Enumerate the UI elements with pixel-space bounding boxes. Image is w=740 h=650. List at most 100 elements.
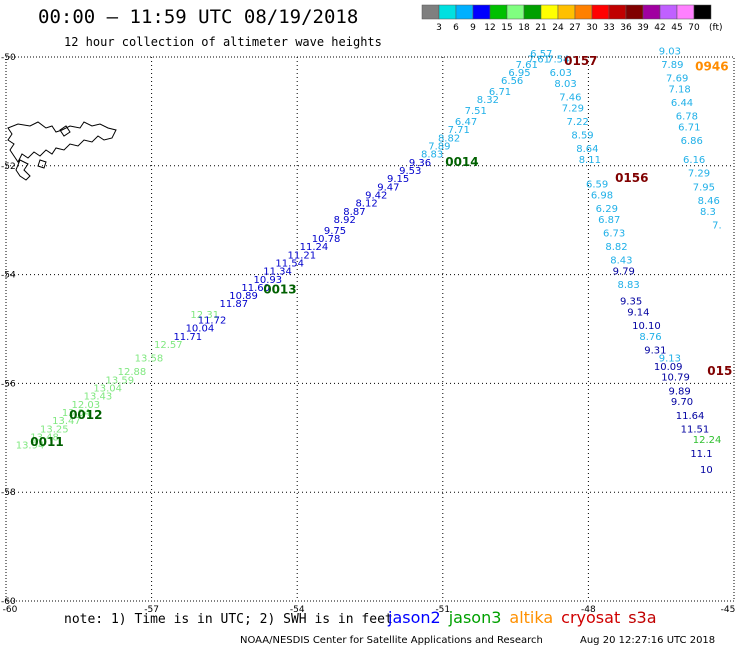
color-scale-label: 30	[586, 23, 598, 33]
swh-value-label: 13.94	[16, 441, 45, 452]
swh-value-label: 11.87	[220, 299, 249, 310]
graticule	[5, 56, 735, 602]
map-frame	[5, 56, 735, 602]
swh-value-label: 13.43	[84, 392, 113, 403]
swh-value-label: 8.83	[421, 150, 443, 161]
pass-time-label: 0946	[695, 60, 728, 74]
swh-value-label: 7.29	[688, 169, 710, 180]
swh-value-label: 9.15	[387, 174, 409, 185]
satellite-jason2: jason2	[388, 608, 441, 627]
longitude-label: -54	[290, 605, 305, 615]
swh-value-label: 7.51	[465, 106, 487, 117]
swh-value-label: 8.32	[477, 95, 499, 106]
swh-value-label: 9.79	[613, 267, 635, 278]
pass-time-label: 0014	[445, 155, 478, 169]
latitude-label: -58	[1, 488, 16, 498]
color-swatch	[591, 4, 610, 20]
axis-labels: -50 -52 -54 -56 -58 -60-60 -57 -54 -51 -48 -45	[1, 53, 735, 615]
swh-value-label: 10.10	[632, 321, 661, 332]
color-scale-label: 6	[453, 23, 459, 33]
latitude-label: -50	[1, 53, 16, 63]
swh-value-label: 11.64	[676, 411, 705, 422]
color-swatch	[642, 4, 661, 20]
color-swatch	[438, 4, 457, 20]
swh-value-label: 8.92	[334, 215, 356, 226]
satellite-cryosat: cryosat	[561, 608, 621, 627]
pass-time-label: 0012	[69, 408, 102, 422]
swh-value-label: 6.87	[598, 215, 620, 226]
color-swatch	[676, 4, 695, 20]
swh-value-label: 6.95	[508, 68, 530, 79]
swh-value-label: 8.64	[576, 144, 598, 155]
footnote: note: 1) Time is in UTC; 2) SWH is in fe…	[64, 612, 393, 627]
swh-value-label: 13.25	[40, 424, 69, 435]
color-scale-label: 33	[603, 23, 614, 33]
swh-value-label: 12.57	[154, 340, 183, 351]
swh-value-label: 7.	[712, 220, 722, 231]
swh-value-label: 9.47	[377, 182, 399, 193]
color-scale-label: 9	[470, 23, 476, 33]
color-swatch	[506, 4, 525, 20]
swh-value-label: 6.59	[586, 180, 608, 191]
swh-value-label: 9.14	[627, 307, 649, 318]
swh-value-label: 10.79	[661, 373, 690, 384]
pass-time-label: 0157	[564, 54, 597, 68]
swh-value-label: 6.73	[603, 229, 625, 240]
swh-value-label: 9.75	[324, 226, 346, 237]
swh-value-label: 9.89	[668, 386, 690, 397]
swh-value-label: 6.16	[683, 155, 705, 166]
color-swatch	[489, 4, 508, 20]
swh-value-label: 6.56	[501, 76, 523, 87]
color-swatch	[625, 4, 644, 20]
swh-value-label: 9.35	[620, 297, 642, 308]
color-swatch	[693, 4, 712, 20]
swh-value-label: 9.13	[659, 354, 681, 365]
swh-value-label: 11.72	[198, 316, 227, 327]
latitude-label: -52	[1, 162, 16, 172]
swh-value-label: 7.71	[448, 125, 470, 136]
longitude-label: -51	[435, 605, 450, 615]
swh-value-label: 8.12	[355, 199, 377, 210]
swh-value-label: 12.03	[72, 400, 101, 411]
generation-timestamp: Aug 20 12:27:16 UTC 2018	[580, 635, 716, 646]
swh-value-label: 8.87	[343, 207, 365, 218]
swh-value-label: 6.57	[530, 49, 552, 60]
swh-value-label: 13.47	[52, 416, 81, 427]
longitude-label: -60	[3, 605, 18, 615]
color-swatch	[523, 4, 542, 20]
swh-value-label: 9.36	[409, 158, 431, 169]
swh-value-label: 8.3	[700, 207, 716, 218]
color-scale-label: 18	[518, 23, 530, 33]
pass-labels: 0011 0012 0013 0014 0157 0156 0946 015	[30, 54, 732, 449]
swh-value-label: 12.24	[693, 435, 722, 446]
swh-value-label: 10.09	[654, 362, 683, 373]
color-scale-label: 39	[637, 23, 649, 33]
swh-value-label: 7.61	[528, 54, 550, 65]
swh-value-label: 13.58	[135, 354, 164, 365]
swh-values: 13.9413.4813.2513.4713.0412.0313.4313.04…	[16, 46, 722, 476]
swh-value-label: 9.53	[399, 166, 421, 177]
swh-value-label: 8.11	[579, 155, 601, 166]
color-scale-label: 3	[436, 23, 442, 33]
swh-value-label: 10.78	[312, 234, 341, 245]
page-subtitle: 12 hour collection of altimeter wave hei…	[64, 35, 382, 49]
pass-time-label: 015	[707, 364, 732, 378]
swh-value-label: 12.88	[118, 367, 147, 378]
swh-value-label: 8.59	[571, 131, 593, 142]
swh-value-label: 8.03	[554, 79, 576, 90]
swh-value-label: 10.04	[186, 324, 215, 335]
color-swatch	[659, 4, 678, 20]
pass-time-label: 0156	[615, 171, 648, 185]
satellite-s3a: s3a	[628, 608, 657, 627]
swh-value-label: 7.89	[661, 60, 683, 71]
pass-time-label: 0011	[30, 435, 63, 449]
swh-value-label: 6.71	[489, 87, 511, 98]
color-swatch	[421, 4, 440, 20]
swh-value-label: 11.34	[263, 267, 292, 278]
color-scale-label: 70	[688, 23, 700, 33]
coastline	[7, 121, 117, 181]
swh-value-label: 13.04	[62, 408, 91, 419]
color-swatch	[455, 4, 474, 20]
swh-value-label: 11.21	[287, 250, 316, 261]
page-title: 00:00 – 11:59 UTC 08/19/2018	[38, 6, 359, 28]
